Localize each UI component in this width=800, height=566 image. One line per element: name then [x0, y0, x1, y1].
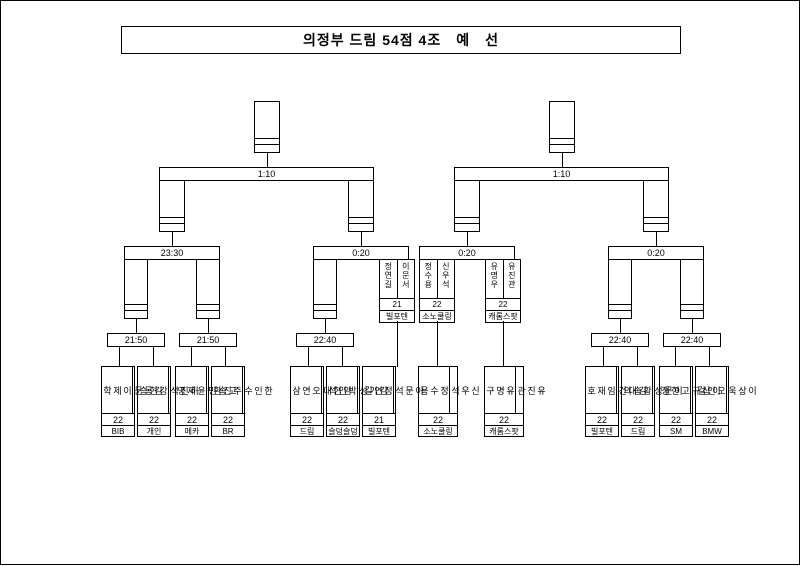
- player-4: 주진환한인수 22 BR: [211, 366, 245, 437]
- player-12: 고현정이상규 22 SM: [659, 366, 693, 437]
- player-7: 정연길이문석 21 빌포텐: [362, 366, 396, 437]
- mid-player-1: 정연길이문서 21 빌포텐: [379, 259, 415, 323]
- q-slot-3: [313, 259, 337, 319]
- player-3: 윤제영고송민 22 메카: [175, 366, 209, 437]
- player-5: 오연삼임현대 22 드림: [290, 366, 324, 437]
- bracket: 1:10 1:10 23:30 0:20 0:20 0:20 정연길이문서 21: [1, 101, 800, 566]
- time-semi-3: 0:20: [419, 246, 515, 260]
- semi-slot-1: [159, 180, 185, 232]
- player-1: 이제학김동문 22 BIB: [101, 366, 135, 437]
- page: 의정부 드림 54점 4조 예 선 1:10 1:10 23:30 0:20 0…: [0, 0, 800, 565]
- q-slot-2: [196, 259, 220, 319]
- q-slot-1: [124, 259, 148, 319]
- time-q3: 22:40: [296, 333, 354, 347]
- time-semi-2: 0:20: [313, 246, 409, 260]
- player-10: 임재호김대건 22 빌포텐: [585, 366, 619, 437]
- q-slot-8: [680, 259, 704, 319]
- player-13: 오인걸이상욱 22 BMW: [695, 366, 729, 437]
- mid-player-2: 정수용신우석 22 소노쿨링: [419, 259, 455, 323]
- final-left-slot: [254, 101, 280, 153]
- time-q2: 21:50: [179, 333, 237, 347]
- time-semi-4: 0:20: [608, 246, 704, 260]
- time-semi-1: 23:30: [124, 246, 220, 260]
- player-9: 유명구유진관 22 캐롬스팟: [484, 366, 524, 437]
- time-q5: 22:40: [663, 333, 721, 347]
- page-title: 의정부 드림 54점 4조 예 선: [121, 26, 681, 54]
- time-final-right: 1:10: [454, 167, 669, 181]
- semi-slot-3: [454, 180, 480, 232]
- time-q4: 22:40: [591, 333, 649, 347]
- semi-slot-4: [643, 180, 669, 232]
- player-6: 박인석김기성 22 슬덩슬덩: [326, 366, 360, 437]
- final-right-slot: [549, 101, 575, 153]
- time-q1: 21:50: [107, 333, 165, 347]
- mid-player-3: 유명우유진관 22 캐롬스팟: [485, 259, 521, 323]
- time-final-left: 1:10: [159, 167, 374, 181]
- semi-slot-2: [348, 180, 374, 232]
- player-8: 정수용신우석 22 소노쿨링: [418, 366, 458, 437]
- player-2: 강현승허진석 22 개인: [137, 366, 171, 437]
- q-slot-7: [608, 259, 632, 319]
- player-11: 황송의이문성 22 드림: [621, 366, 655, 437]
